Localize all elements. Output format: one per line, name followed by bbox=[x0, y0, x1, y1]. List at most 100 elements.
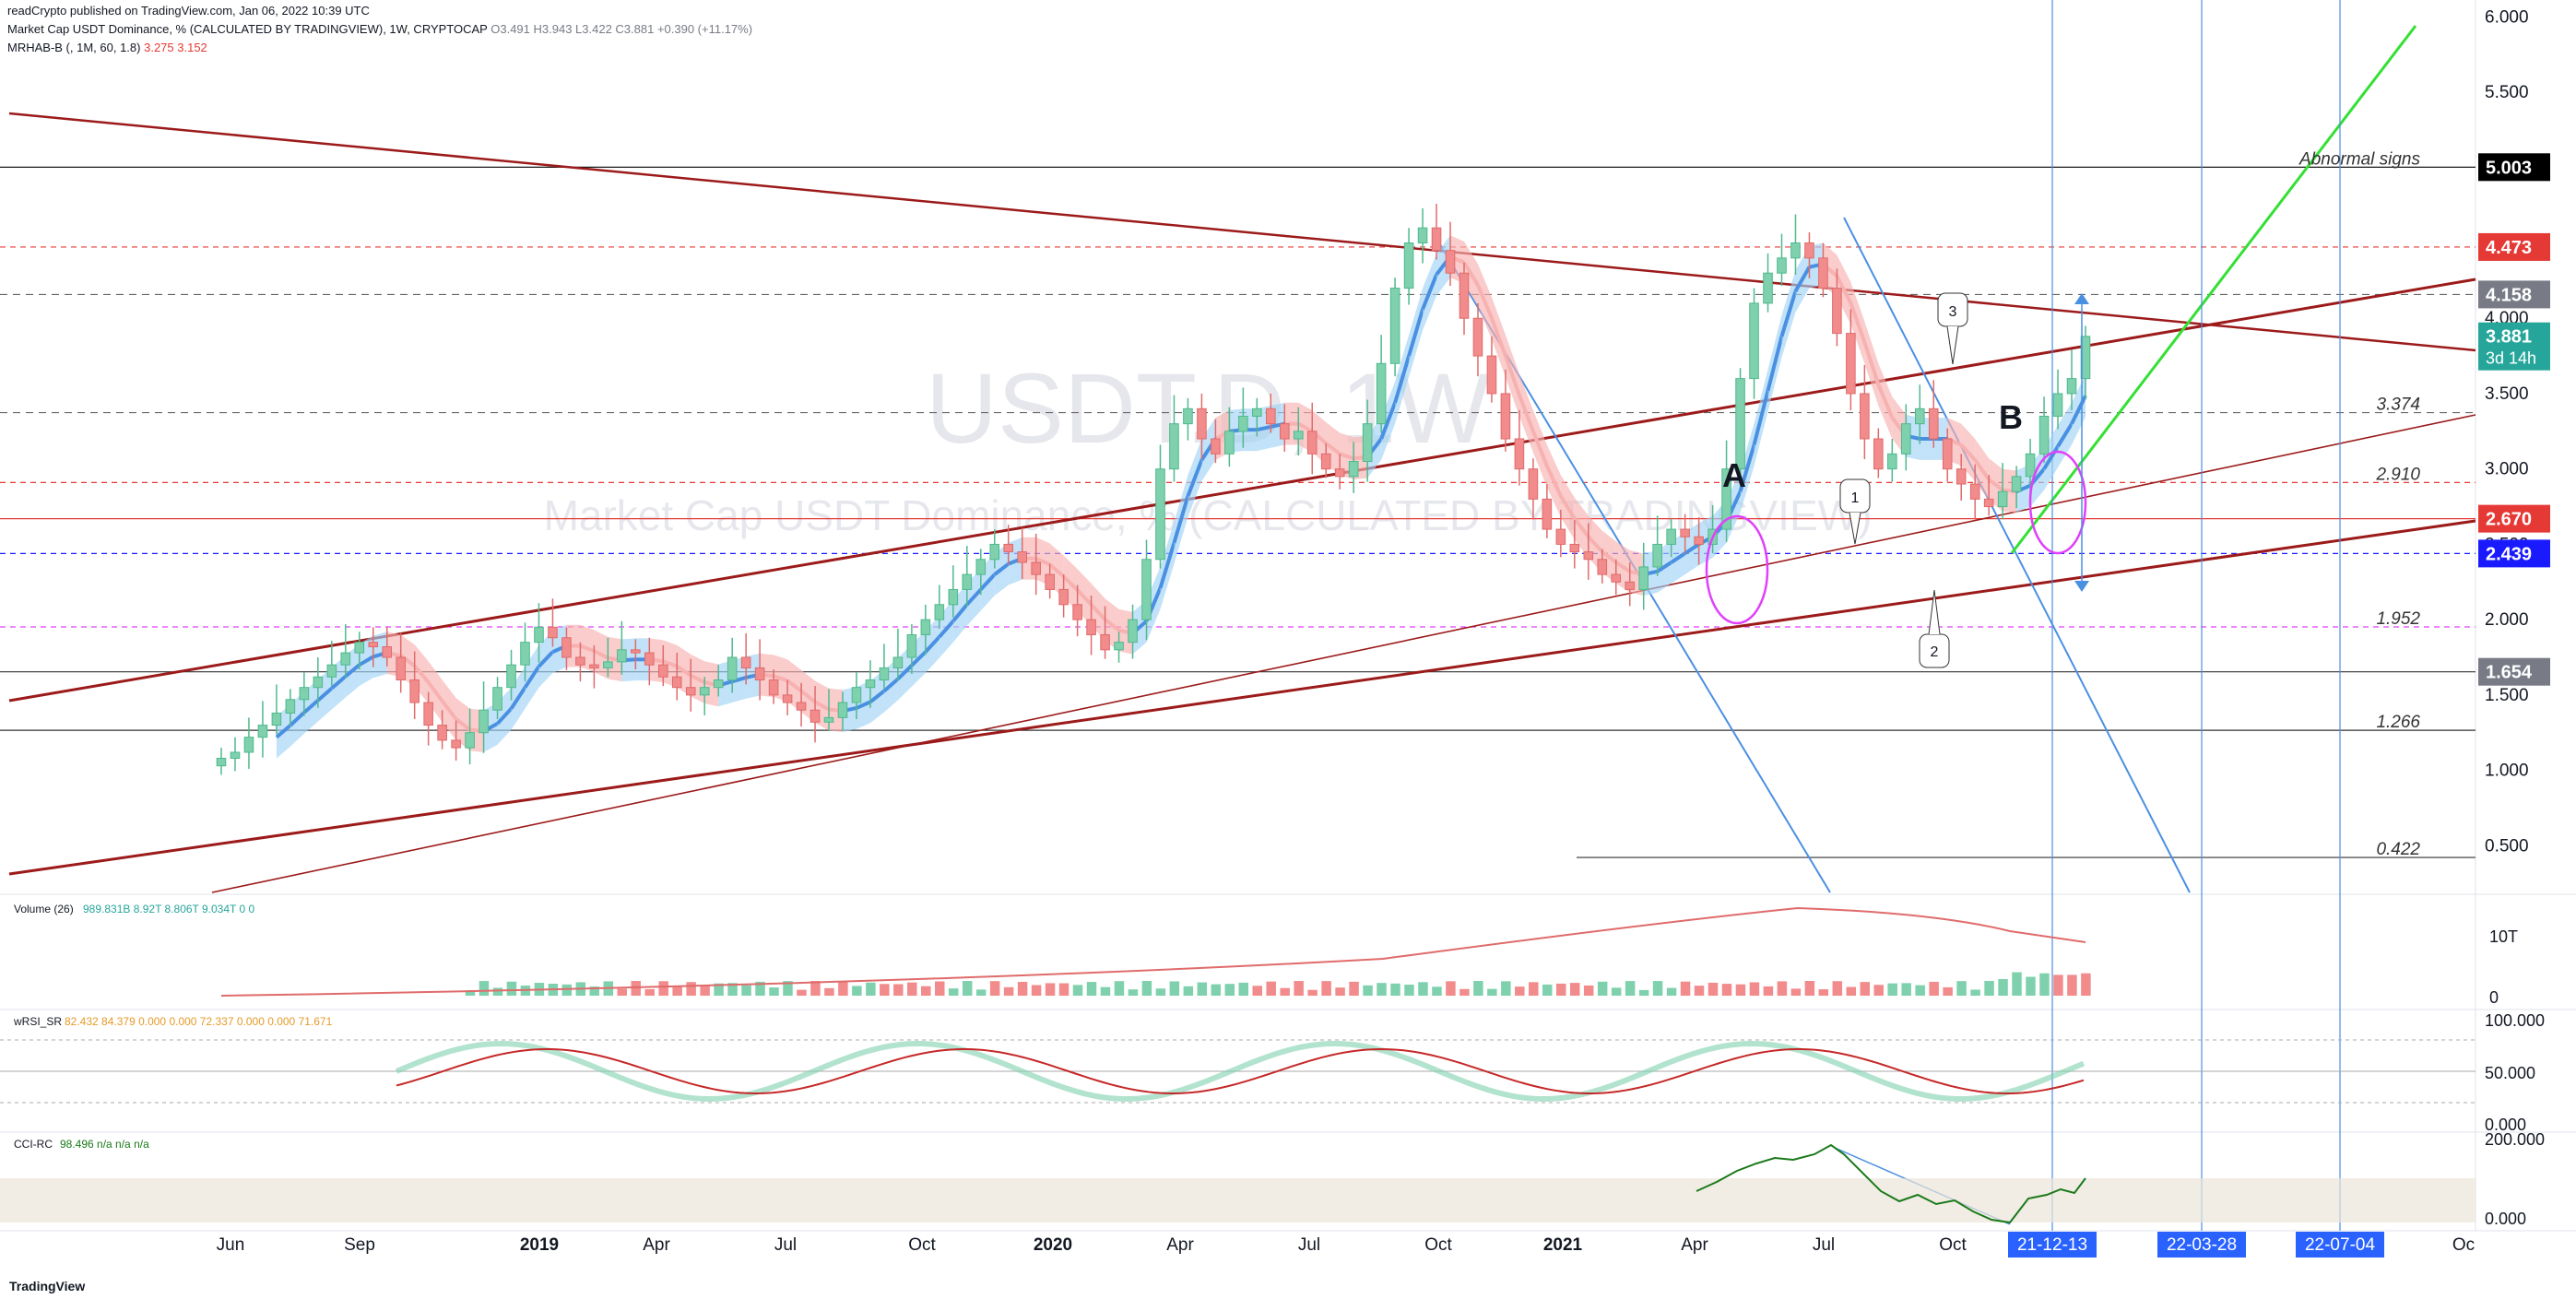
volume-bar bbox=[1017, 982, 1028, 996]
volume-bar bbox=[880, 984, 890, 996]
ma-line-segment bbox=[662, 659, 678, 668]
candle-body bbox=[492, 687, 502, 711]
volume-bar bbox=[1224, 984, 1235, 996]
ma-line-segment bbox=[1339, 452, 1354, 461]
ma-line-segment bbox=[951, 603, 969, 623]
volume-bar bbox=[1418, 982, 1428, 996]
volume-bar bbox=[1556, 983, 1566, 996]
candle-body bbox=[396, 656, 407, 681]
candle-body bbox=[437, 725, 447, 741]
candle-body bbox=[2038, 415, 2050, 455]
candle-body bbox=[1763, 272, 1773, 304]
ma-line-segment bbox=[316, 687, 334, 703]
candle-body bbox=[1058, 588, 1069, 606]
candle-body bbox=[1832, 288, 1842, 335]
ma-line-segment bbox=[896, 664, 914, 680]
price-tag-bg bbox=[2478, 539, 2550, 568]
price-tag-bg bbox=[2478, 232, 2550, 261]
circle-a bbox=[1705, 514, 1769, 625]
volume-legend: 989.831B 8.92T 8.806T 9.034T 0 0 bbox=[83, 903, 254, 915]
volume-bar bbox=[907, 982, 917, 996]
price-tag-label: 2.670 bbox=[2486, 510, 2532, 530]
ma-line-segment bbox=[1256, 424, 1271, 432]
candle-body bbox=[589, 664, 599, 668]
ma-line-segment bbox=[1779, 290, 1798, 337]
price-axis: 6.0005.5005.0004.5004.0003.5003.0002.500… bbox=[2485, 7, 2529, 856]
callout-2: 2 bbox=[1919, 589, 1950, 668]
candle-body bbox=[796, 702, 807, 711]
candle-body bbox=[409, 679, 419, 703]
candle-body bbox=[809, 709, 821, 723]
volume-bar bbox=[962, 981, 973, 996]
volume-bar bbox=[1266, 981, 1276, 996]
candle-body bbox=[1238, 415, 1248, 432]
candle-body bbox=[423, 702, 433, 726]
symbol-line: Market Cap USDT Dominance, % (CALCULATED… bbox=[7, 22, 488, 36]
volume-label-10t: 10T bbox=[2489, 927, 2518, 946]
ma-line-segment bbox=[690, 673, 706, 684]
level-labels: Abnormal signs 3.374 2.910 1.952 1.266 0.422 bbox=[2298, 149, 2420, 859]
volume-bar bbox=[1625, 981, 1636, 996]
volume-bar bbox=[1597, 981, 1608, 996]
candle-body bbox=[1252, 407, 1262, 417]
candle-body bbox=[1362, 423, 1373, 463]
time-label-bg bbox=[2296, 1232, 2384, 1258]
candle-body bbox=[934, 604, 945, 620]
ma-line-segment bbox=[1379, 402, 1397, 440]
candle-body bbox=[1169, 423, 1179, 470]
level-label: 2.910 bbox=[2375, 465, 2420, 484]
volume-bar bbox=[672, 986, 682, 996]
volume-bar bbox=[893, 984, 904, 996]
volume-bar bbox=[797, 989, 807, 996]
rsi-tick-0: 0.000 bbox=[2485, 1116, 2526, 1134]
volume-title: Volume (26) bbox=[14, 903, 74, 915]
ma-line-segment bbox=[523, 665, 541, 689]
candle-body bbox=[1928, 407, 1939, 440]
candle-body bbox=[1211, 438, 1221, 455]
volume-bar bbox=[644, 988, 655, 996]
ma-line-segment bbox=[455, 717, 471, 732]
candle-body bbox=[354, 642, 365, 654]
candle-body bbox=[1860, 393, 1870, 440]
volume-bar bbox=[1045, 983, 1056, 996]
candle-body bbox=[2011, 476, 2022, 492]
volume-bar bbox=[465, 990, 476, 996]
y-tick-label: 3.500 bbox=[2485, 384, 2529, 404]
ohlc-values: O3.491 H3.943 L3.422 C3.881 +0.390 (+11.… bbox=[490, 22, 753, 36]
price-tag-bg bbox=[2478, 504, 2550, 533]
candle-body bbox=[534, 626, 544, 644]
volume-bar bbox=[1901, 983, 1911, 996]
x-tick-label: Jul bbox=[1298, 1235, 1320, 1255]
candle-body bbox=[1306, 431, 1318, 455]
ma-line-segment bbox=[882, 678, 900, 693]
channel-mid-line bbox=[211, 414, 2476, 893]
volume-bar bbox=[783, 981, 793, 996]
volume-bar bbox=[1943, 986, 1953, 996]
candle-body bbox=[1942, 438, 1953, 470]
volume-bar bbox=[1611, 987, 1622, 996]
candle-body bbox=[2052, 393, 2063, 417]
candle-body bbox=[851, 687, 862, 703]
ma-line-segment bbox=[1545, 465, 1563, 497]
candle-body bbox=[1266, 407, 1276, 425]
volume-bar bbox=[1155, 988, 1166, 996]
volume-bar bbox=[769, 987, 779, 996]
volume-bar bbox=[935, 981, 945, 996]
candle-body bbox=[1045, 573, 1055, 590]
volume-bar bbox=[1707, 982, 1719, 996]
x-tick-label: 2020 bbox=[1034, 1235, 1072, 1255]
candle-body bbox=[1003, 543, 1014, 553]
volume-bar bbox=[1197, 982, 1208, 996]
circle-b bbox=[2028, 450, 2087, 555]
candle-body bbox=[1528, 468, 1539, 500]
volume-bar bbox=[2067, 974, 2077, 996]
candle-body bbox=[975, 559, 987, 575]
volume-bar bbox=[1694, 986, 1705, 996]
volume-bar bbox=[1031, 985, 1042, 996]
ma-line-segment bbox=[289, 711, 306, 727]
candle-body bbox=[1334, 468, 1345, 478]
volume-bar bbox=[1377, 983, 1387, 996]
candle-body bbox=[740, 656, 751, 668]
candle-body bbox=[548, 626, 558, 639]
